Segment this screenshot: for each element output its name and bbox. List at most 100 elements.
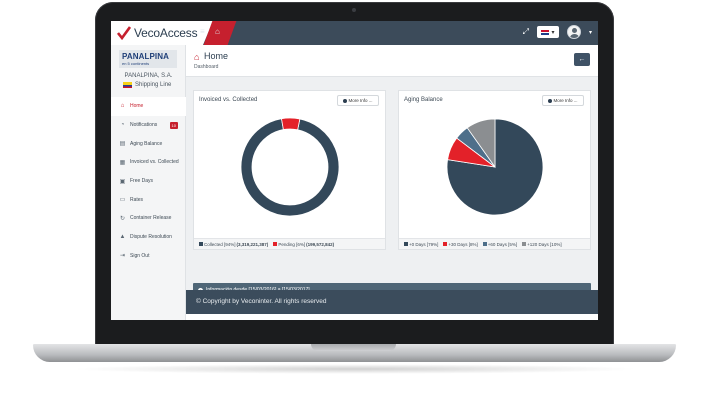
app-screen: VecoAccess ≡ ⌂ ⤢ ▾ ▾ PANALPINA en 5 cont… xyxy=(111,21,598,320)
aging-balance-panel: Aging Balance More Info ... +0 Days [79%… xyxy=(398,90,591,250)
sidebar-item-sign-out[interactable]: ⇥ Sign Out xyxy=(111,247,186,266)
sign-out-icon: ⇥ xyxy=(119,253,126,260)
chevron-down-icon: ▾ xyxy=(551,29,555,36)
invoice-icon: ▦ xyxy=(119,159,126,166)
home-icon: ⌂ xyxy=(194,52,200,62)
menu-toggle-icon[interactable]: ≡ xyxy=(200,27,205,36)
info-icon xyxy=(548,98,553,103)
more-info-label: More Info ... xyxy=(348,98,373,103)
legend-label: Pending [6%] xyxy=(278,241,306,247)
legend-swatch xyxy=(482,242,487,246)
footer-strip xyxy=(186,314,598,320)
page-header: ⌂ Home Dashboard ← xyxy=(186,45,598,77)
top-bar: VecoAccess ≡ ⌂ ⤢ ▾ ▾ xyxy=(111,21,598,45)
sidebar-item-label: Dispute Resolution xyxy=(130,234,172,241)
logo-subtext: en 5 continents xyxy=(122,60,150,66)
money-icon: ▭ xyxy=(119,197,126,204)
slice-pending[interactable] xyxy=(281,117,301,131)
footer: © Copyright by Veconinter. All rights re… xyxy=(186,290,598,314)
sidebar: PANALPINA en 5 continents PANALPINA, S.A… xyxy=(111,45,186,320)
more-info-button[interactable]: More Info ... xyxy=(542,95,584,106)
legend-item-0-days: +0 Days [79%] xyxy=(404,242,438,247)
copyright-text: © Copyright by Veconinter. All rights re… xyxy=(196,298,327,305)
legend-item-60-days: +60 Days [5%] xyxy=(482,241,518,247)
legend-item-120-days: +120 Days [10%] xyxy=(522,241,562,247)
sidebar-item-container-release[interactable]: ↻ Container Release xyxy=(111,209,186,228)
chart-legend: +0 Days [79%] +30 Days [8%] +60 Days [5%… xyxy=(399,238,590,249)
uk-flag-icon xyxy=(541,29,550,35)
sidebar-item-label: Sign Out xyxy=(130,252,150,259)
warning-icon: ▲ xyxy=(119,234,126,241)
brand-name: VecoAccess xyxy=(134,26,198,40)
legend-value: (199,572,842) xyxy=(306,241,335,247)
logo-text: PANALPINA xyxy=(122,51,169,61)
fullscreen-icon[interactable]: ⤢ xyxy=(522,27,529,36)
back-button[interactable]: ← xyxy=(574,53,590,66)
checkmark-logo-icon xyxy=(117,26,131,40)
document-icon: ▤ xyxy=(119,141,126,148)
legend-swatch xyxy=(199,242,203,246)
company-type-row: Shipping Line xyxy=(123,82,171,88)
home-shortcut-icon[interactable]: ⌂ xyxy=(215,27,220,36)
legend-swatch xyxy=(522,242,527,246)
bell-icon: ◔ xyxy=(120,122,125,129)
legend-swatch xyxy=(443,242,448,246)
aging-balance-pie-chart xyxy=(446,118,544,216)
sidebar-item-label: Rates xyxy=(130,196,144,203)
legend-label: +120 Days [10%] xyxy=(527,241,562,247)
legend-item-pending: Pending [6%] (199,572,842) xyxy=(273,242,334,247)
legend-label: Collected [94%] xyxy=(204,241,236,247)
sidebar-item-label: Notifications xyxy=(130,122,158,129)
sidebar-item-dispute-resolution[interactable]: ▲ Dispute Resolution xyxy=(111,228,186,247)
sidebar-item-label: Aging Balance xyxy=(130,140,163,147)
sidebar-item-free-days[interactable]: ▣ Free Days xyxy=(111,172,186,191)
legend-swatch xyxy=(404,242,408,246)
legend-item-collected: Collected [94%] (3,319,221,387) xyxy=(199,242,268,247)
legend-label: +0 Days [79%] xyxy=(409,241,439,247)
breadcrumb: Dashboard xyxy=(194,64,219,70)
laptop-shadow xyxy=(70,364,640,374)
calendar-icon: ▣ xyxy=(119,178,126,185)
sidebar-item-aging-balance[interactable]: ▤ Aging Balance xyxy=(111,134,186,153)
slice-120-days[interactable] xyxy=(466,118,496,169)
legend-value: (3,319,221,387) xyxy=(236,241,269,247)
colombia-flag-icon xyxy=(123,82,132,88)
webcam xyxy=(352,8,356,12)
laptop-notch xyxy=(311,344,396,351)
legend-label: +60 Days [5%] xyxy=(487,241,518,247)
sidebar-item-label: Free Days xyxy=(130,178,154,185)
arrow-left-icon: ← xyxy=(578,56,586,63)
company-type: Shipping Line xyxy=(135,82,172,88)
sidebar-item-invoiced-vs-collected[interactable]: ▦ Invoiced vs. Collected xyxy=(111,153,186,172)
notification-count-badge: 10 xyxy=(169,121,178,129)
sidebar-item-label: Container Release xyxy=(130,215,172,222)
sidebar-nav: ⌂ Home ◔ Notifications 10 ▤ Aging Balanc… xyxy=(111,97,186,265)
sidebar-item-rates[interactable]: ▭ Rates xyxy=(111,190,186,209)
sidebar-item-label: Invoiced vs. Collected xyxy=(130,159,179,166)
main-content: ⌂ Home Dashboard ← Invoiced vs. Collecte… xyxy=(186,45,598,320)
top-bar-right: ⤢ ▾ ▾ xyxy=(523,25,592,39)
company-name: PANALPINA, S.A. xyxy=(124,73,173,79)
sidebar-item-home[interactable]: ⌂ Home xyxy=(111,97,186,116)
avatar[interactable] xyxy=(566,25,581,39)
language-selector[interactable]: ▾ xyxy=(536,26,559,38)
user-menu-caret-icon[interactable]: ▾ xyxy=(588,29,592,36)
brand[interactable]: VecoAccess xyxy=(111,21,203,45)
refresh-icon: ↻ xyxy=(119,215,126,222)
home-icon: ⌂ xyxy=(120,103,125,110)
slice-collected[interactable] xyxy=(240,118,340,217)
chart-legend: Collected [94%] (3,319,221,387) Pending … xyxy=(194,238,385,249)
page-title: Home xyxy=(204,51,229,61)
more-info-button[interactable]: More Info ... xyxy=(337,95,379,106)
legend-item-30-days: +30 Days [8%] xyxy=(443,241,478,247)
laptop-base xyxy=(33,344,676,362)
invoiced-vs-collected-panel: Invoiced vs. Collected More Info ... Col… xyxy=(193,90,386,250)
panel-title: Aging Balance xyxy=(404,97,443,103)
panel-title: Invoiced vs. Collected xyxy=(199,97,258,103)
sidebar-item-notifications[interactable]: ◔ Notifications 10 xyxy=(111,116,186,135)
invoiced-vs-collected-donut-chart xyxy=(240,117,340,217)
company-logo: PANALPINA en 5 continents xyxy=(119,50,177,68)
sidebar-item-label: Home xyxy=(130,103,144,110)
legend-label: +30 Days [8%] xyxy=(448,241,478,247)
